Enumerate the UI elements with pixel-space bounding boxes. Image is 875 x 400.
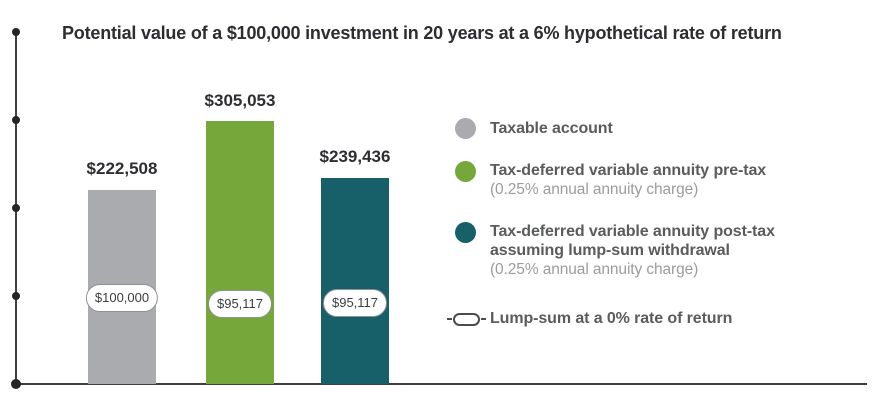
lump-sum-dash-left: [447, 318, 452, 320]
taxable-color-dot-icon: [455, 118, 476, 139]
lump-sum-dash-right: [481, 318, 486, 320]
lump-sum-pill-icon: [447, 312, 490, 326]
post-tax-color-dot-icon: [455, 222, 476, 243]
lump-sum-pill-pre-tax: $95,117: [207, 290, 273, 318]
legend-item-lump-sum: Lump-sum at a 0% rate of return: [447, 308, 865, 329]
y-axis-tick-dot: [12, 204, 20, 212]
chart-title: Potential value of a $100,000 investment…: [62, 23, 782, 43]
axis-origin-dot: [11, 379, 21, 389]
bar-value-label-post-tax: $239,436: [319, 147, 391, 166]
legend-item-annuity-post-tax: Tax-deferred variable annuity post-tax a…: [455, 222, 865, 279]
bar-value-label-pre-tax: $305,053: [204, 91, 276, 110]
legend-label: Taxable account: [490, 120, 613, 137]
legend-label: assuming lump-sum withdrawal: [490, 242, 730, 259]
legend-label: Tax-deferred variable annuity post-tax: [490, 223, 775, 240]
y-axis-tick-dot: [12, 28, 20, 36]
y-axis-tick-dot: [12, 116, 20, 124]
x-axis-line: [15, 383, 867, 385]
lump-sum-oval: [453, 312, 480, 326]
lump-sum-pill-taxable: $100,000: [85, 284, 159, 312]
bar-value-label-taxable: $222,508: [86, 159, 158, 178]
pre-tax-color-dot-icon: [455, 161, 476, 182]
legend-sublabel: (0.25% annual annuity charge): [490, 261, 699, 278]
legend-item-taxable: Taxable account: [455, 118, 865, 139]
legend-label: Lump-sum at a 0% rate of return: [490, 310, 733, 327]
legend-label: Tax-deferred variable annuity pre-tax: [490, 162, 767, 179]
legend-sublabel: (0.25% annual annuity charge): [490, 181, 699, 198]
legend-item-annuity-pre-tax: Tax-deferred variable annuity pre-tax (0…: [455, 161, 865, 199]
y-axis-tick-dot: [12, 292, 20, 300]
lump-sum-pill-post-tax: $95,117: [322, 289, 388, 317]
bar-annuity-pre-tax: [206, 121, 274, 384]
bar-annuity-post-tax: [321, 178, 389, 384]
